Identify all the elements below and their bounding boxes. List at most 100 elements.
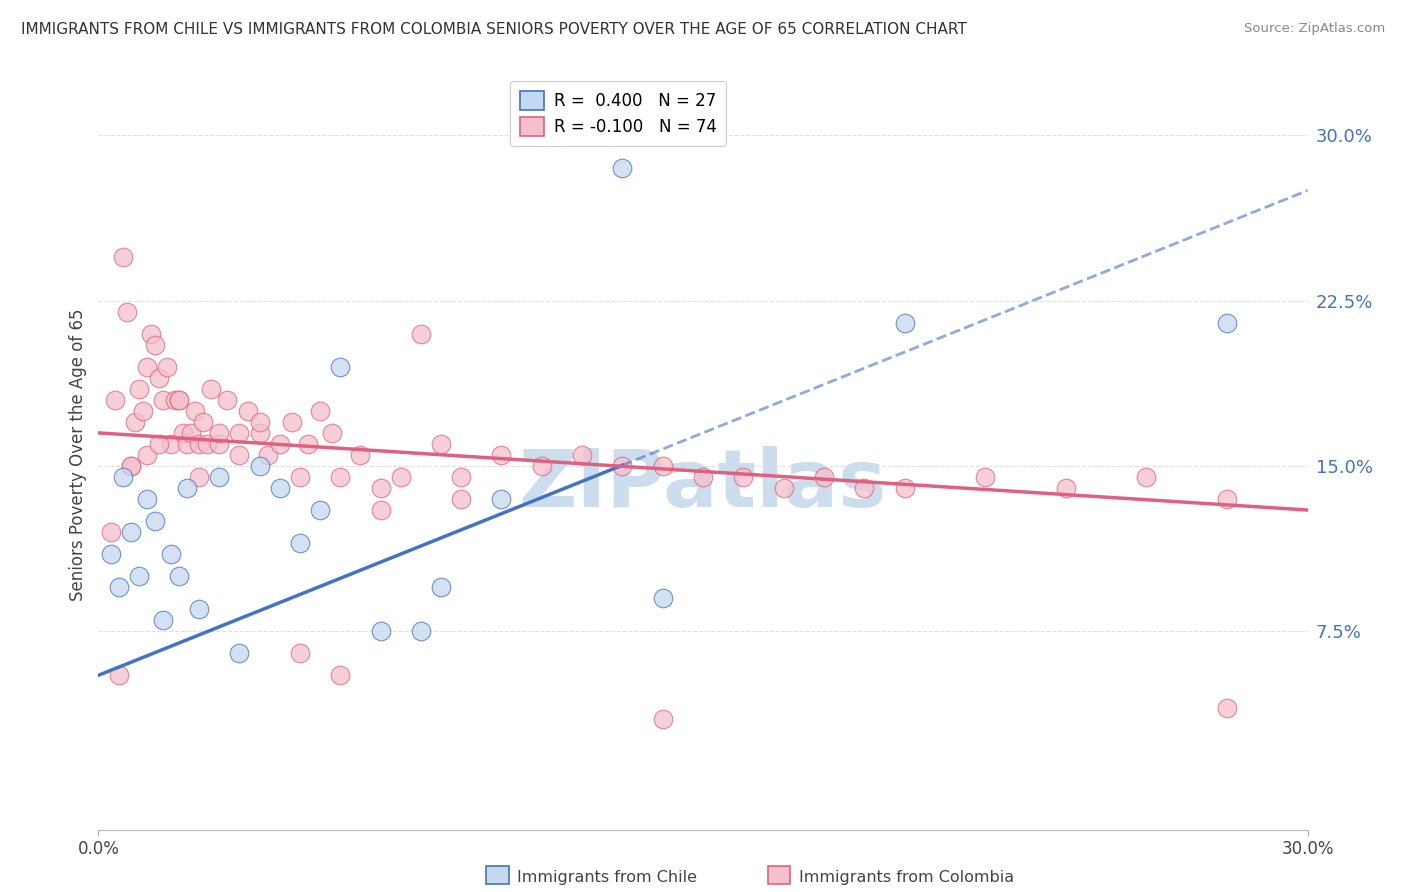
Point — [172, 425, 194, 440]
Point — [370, 481, 392, 495]
Point — [281, 415, 304, 429]
Point — [152, 392, 174, 407]
Point — [249, 458, 271, 473]
Point — [208, 425, 231, 440]
Point — [309, 404, 332, 418]
Point — [111, 250, 134, 264]
Point — [430, 580, 453, 594]
Point — [321, 425, 343, 440]
Point — [612, 458, 634, 473]
Point — [128, 382, 150, 396]
Point — [107, 580, 129, 594]
Point — [256, 448, 278, 462]
Text: Immigrants from Chile: Immigrants from Chile — [517, 871, 697, 885]
Point — [180, 425, 202, 440]
Point — [135, 448, 157, 462]
Point — [329, 470, 352, 484]
Point — [491, 448, 513, 462]
Point — [389, 470, 412, 484]
Point — [1216, 701, 1239, 715]
Point — [156, 359, 179, 374]
Point — [329, 359, 352, 374]
Point — [120, 458, 142, 473]
Point — [200, 382, 222, 396]
Point — [208, 437, 231, 451]
Point — [139, 326, 162, 341]
Point — [236, 404, 259, 418]
Point — [148, 437, 170, 451]
Point — [651, 591, 673, 606]
Point — [288, 470, 311, 484]
Point — [491, 491, 513, 506]
Point — [249, 415, 271, 429]
Point — [143, 514, 166, 528]
Point — [409, 326, 432, 341]
Point — [269, 481, 291, 495]
Legend: R =  0.400   N = 27, R = -0.100   N = 74: R = 0.400 N = 27, R = -0.100 N = 74 — [510, 81, 727, 146]
Point — [249, 425, 271, 440]
Point — [176, 437, 198, 451]
Point — [409, 624, 432, 639]
Point — [329, 668, 352, 682]
Point — [167, 392, 190, 407]
Text: IMMIGRANTS FROM CHILE VS IMMIGRANTS FROM COLOMBIA SENIORS POVERTY OVER THE AGE O: IMMIGRANTS FROM CHILE VS IMMIGRANTS FROM… — [21, 22, 967, 37]
Y-axis label: Seniors Poverty Over the Age of 65: Seniors Poverty Over the Age of 65 — [69, 309, 87, 601]
Point — [176, 481, 198, 495]
Point — [288, 646, 311, 660]
Point — [651, 458, 673, 473]
Point — [1054, 481, 1077, 495]
Point — [217, 392, 239, 407]
Point — [107, 668, 129, 682]
Point — [733, 470, 755, 484]
Point — [184, 404, 207, 418]
Point — [208, 470, 231, 484]
Point — [297, 437, 319, 451]
Point — [450, 491, 472, 506]
Point — [571, 448, 593, 462]
Point — [228, 425, 250, 440]
Point — [100, 547, 122, 561]
Point — [370, 503, 392, 517]
Point — [143, 337, 166, 351]
Point — [228, 448, 250, 462]
Point — [135, 491, 157, 506]
Point — [100, 524, 122, 539]
Point — [530, 458, 553, 473]
Point — [103, 392, 125, 407]
Point — [228, 646, 250, 660]
Text: ZIPatlas: ZIPatlas — [519, 446, 887, 524]
Point — [160, 437, 183, 451]
Point — [450, 470, 472, 484]
Point — [893, 316, 915, 330]
Point — [893, 481, 915, 495]
Point — [853, 481, 876, 495]
Point — [692, 470, 714, 484]
Point — [1216, 316, 1239, 330]
Point — [163, 392, 186, 407]
Text: Source: ZipAtlas.com: Source: ZipAtlas.com — [1244, 22, 1385, 36]
Point — [288, 536, 311, 550]
Point — [124, 415, 146, 429]
Point — [612, 161, 634, 176]
Point — [135, 359, 157, 374]
Point — [188, 602, 211, 616]
Point — [974, 470, 997, 484]
Point — [152, 613, 174, 627]
Point — [132, 404, 155, 418]
Point — [651, 712, 673, 726]
Point — [111, 470, 134, 484]
Point — [128, 569, 150, 583]
Point — [195, 437, 218, 451]
Point — [167, 569, 190, 583]
Point — [349, 448, 371, 462]
Text: Immigrants from Colombia: Immigrants from Colombia — [799, 871, 1014, 885]
Point — [772, 481, 794, 495]
Point — [120, 458, 142, 473]
Point — [160, 547, 183, 561]
Point — [370, 624, 392, 639]
Point — [148, 371, 170, 385]
Point — [269, 437, 291, 451]
Point — [115, 304, 138, 318]
Point — [1135, 470, 1157, 484]
Point — [1216, 491, 1239, 506]
